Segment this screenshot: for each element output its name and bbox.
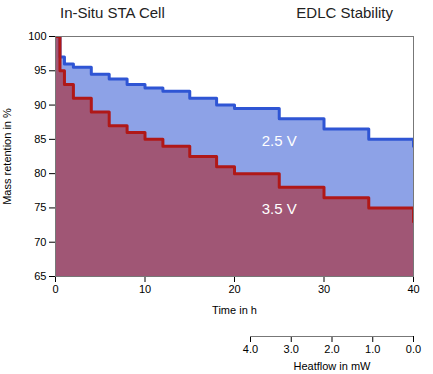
svg-text:4.0: 4.0 <box>243 343 258 355</box>
svg-text:75: 75 <box>34 201 46 213</box>
svg-text:85: 85 <box>34 133 46 145</box>
html-text:EDLC Stability: EDLC Stability <box>296 4 393 21</box>
svg-text:40: 40 <box>407 283 419 295</box>
svg-text:Mass retention in %: Mass retention in % <box>1 108 13 205</box>
svg-text:90: 90 <box>34 99 46 111</box>
svg-text:0.0: 0.0 <box>406 343 421 355</box>
svg-text:30: 30 <box>318 283 330 295</box>
svg-text:100: 100 <box>28 30 46 42</box>
svg-text:2.5 V: 2.5 V <box>262 132 297 149</box>
html-text:In-Situ STA Cell: In-Situ STA Cell <box>60 4 165 21</box>
svg-text:1.0: 1.0 <box>365 343 380 355</box>
svg-text:3.0: 3.0 <box>284 343 299 355</box>
svg-text:95: 95 <box>34 64 46 76</box>
svg-text:20: 20 <box>228 283 240 295</box>
svg-text:3.5 V: 3.5 V <box>262 200 297 217</box>
svg-text:Heatflow in mW: Heatflow in mW <box>293 360 371 372</box>
svg-text:2.0: 2.0 <box>324 343 339 355</box>
svg-text:0: 0 <box>52 283 58 295</box>
svg-text:Time in h: Time in h <box>212 304 257 316</box>
svg-text:10: 10 <box>139 283 151 295</box>
svg-text:65: 65 <box>34 270 46 282</box>
svg-text:70: 70 <box>34 236 46 248</box>
svg-text:80: 80 <box>34 167 46 179</box>
